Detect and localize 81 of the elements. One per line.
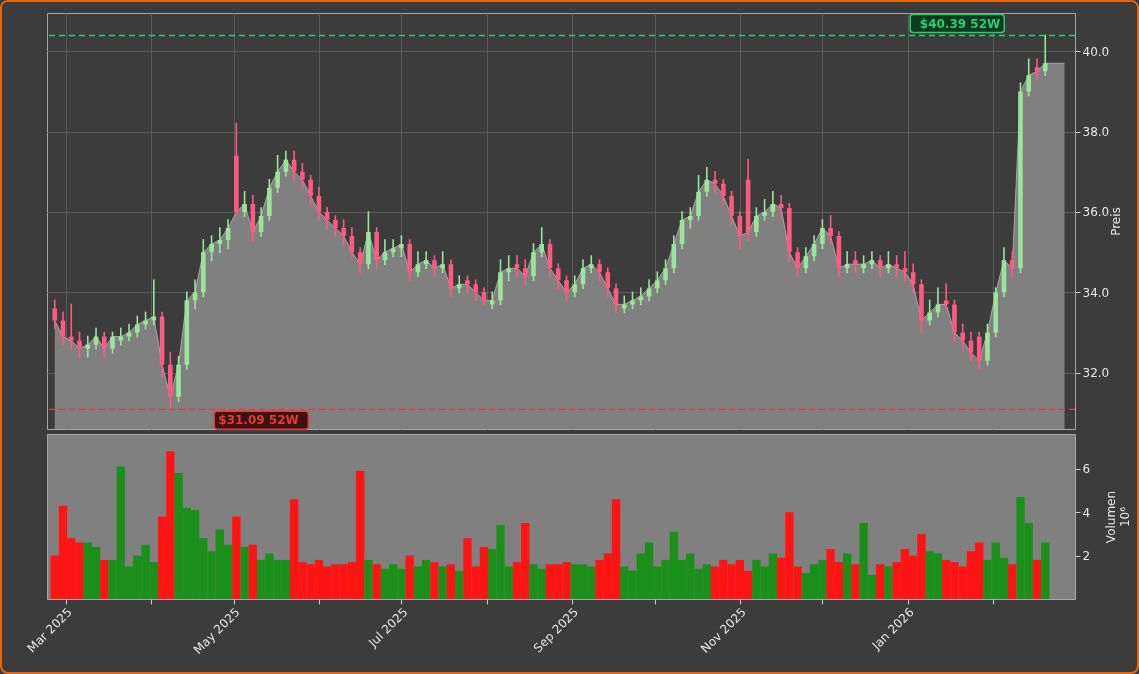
bar bbox=[100, 559, 109, 599]
candlestick bbox=[886, 251, 891, 274]
y-axis-title: Volumen bbox=[1104, 490, 1119, 544]
candlestick bbox=[655, 271, 660, 294]
bar bbox=[875, 564, 885, 599]
candlestick bbox=[242, 191, 247, 217]
candlestick bbox=[555, 263, 561, 290]
bar bbox=[1041, 542, 1050, 599]
y-tick-label: 36.0 bbox=[1082, 205, 1110, 220]
y-tick-label: 6 bbox=[1082, 462, 1091, 477]
candlestick bbox=[135, 315, 140, 338]
candlestick bbox=[572, 275, 578, 298]
candlestick bbox=[275, 154, 280, 193]
candlestick bbox=[663, 259, 668, 286]
bar bbox=[851, 564, 860, 599]
candlestick bbox=[894, 255, 899, 278]
bar bbox=[240, 546, 249, 599]
candlestick bbox=[828, 215, 833, 245]
candlestick bbox=[473, 279, 478, 302]
candlestick bbox=[522, 259, 528, 286]
candlestick bbox=[853, 251, 858, 274]
candlestick bbox=[927, 299, 932, 326]
bar bbox=[438, 566, 447, 599]
candlestick bbox=[209, 235, 214, 261]
candlestick bbox=[506, 255, 512, 282]
bar bbox=[884, 566, 893, 599]
candlestick bbox=[1009, 251, 1015, 278]
bar bbox=[1032, 559, 1042, 599]
candlestick bbox=[621, 295, 627, 314]
candlestick bbox=[77, 331, 82, 358]
candlestick bbox=[688, 207, 693, 229]
y-tick-label: 2 bbox=[1082, 549, 1091, 564]
candlestick bbox=[68, 303, 74, 350]
y-tick-label: 4 bbox=[1082, 505, 1091, 520]
ref-line-label: $31.09 52W bbox=[218, 413, 299, 428]
y-tick-label: 40.0 bbox=[1082, 44, 1110, 59]
bar bbox=[455, 570, 464, 599]
candlestick bbox=[588, 255, 594, 274]
candlestick bbox=[754, 207, 759, 237]
candlestick bbox=[399, 235, 404, 257]
candlestick bbox=[333, 215, 338, 237]
y-tick-label: 34.0 bbox=[1082, 285, 1110, 300]
y-tick-label: 38.0 bbox=[1082, 125, 1110, 140]
candlestick bbox=[638, 287, 644, 306]
candlestick bbox=[101, 331, 107, 358]
candlestick bbox=[721, 179, 726, 205]
candlestick bbox=[489, 291, 495, 310]
bar bbox=[430, 562, 439, 599]
candlestick bbox=[762, 199, 767, 221]
candlestick bbox=[1026, 58, 1032, 97]
bar bbox=[405, 555, 414, 599]
candlestick bbox=[564, 275, 569, 302]
candlestick bbox=[118, 327, 124, 346]
text: 10⁶ bbox=[1118, 506, 1133, 528]
candlestick bbox=[110, 331, 115, 354]
bar bbox=[842, 553, 852, 599]
candlestick bbox=[539, 227, 545, 257]
candlestick bbox=[1042, 34, 1048, 77]
candlestick bbox=[795, 247, 800, 278]
candlestick bbox=[729, 191, 734, 225]
bar bbox=[372, 564, 381, 599]
candlestick bbox=[300, 162, 305, 189]
candlestick bbox=[432, 255, 437, 278]
bar bbox=[1008, 564, 1017, 599]
candlestick bbox=[820, 219, 825, 249]
candlestick bbox=[308, 174, 313, 205]
candlestick bbox=[341, 219, 346, 245]
candlestick bbox=[605, 267, 611, 298]
candlestick bbox=[440, 251, 445, 274]
candlestick bbox=[52, 299, 58, 330]
candlestick bbox=[85, 335, 91, 358]
candlestick bbox=[597, 259, 602, 282]
bar bbox=[446, 564, 456, 599]
candlestick bbox=[60, 311, 66, 346]
bar bbox=[248, 544, 258, 599]
bar bbox=[232, 516, 241, 599]
candlestick bbox=[960, 323, 965, 350]
ref-line-label: $40.39 52W bbox=[919, 16, 1001, 31]
y-axis-title: Preis bbox=[1109, 207, 1124, 236]
bar bbox=[364, 559, 373, 599]
y-tick-label: 32.0 bbox=[1082, 366, 1110, 381]
